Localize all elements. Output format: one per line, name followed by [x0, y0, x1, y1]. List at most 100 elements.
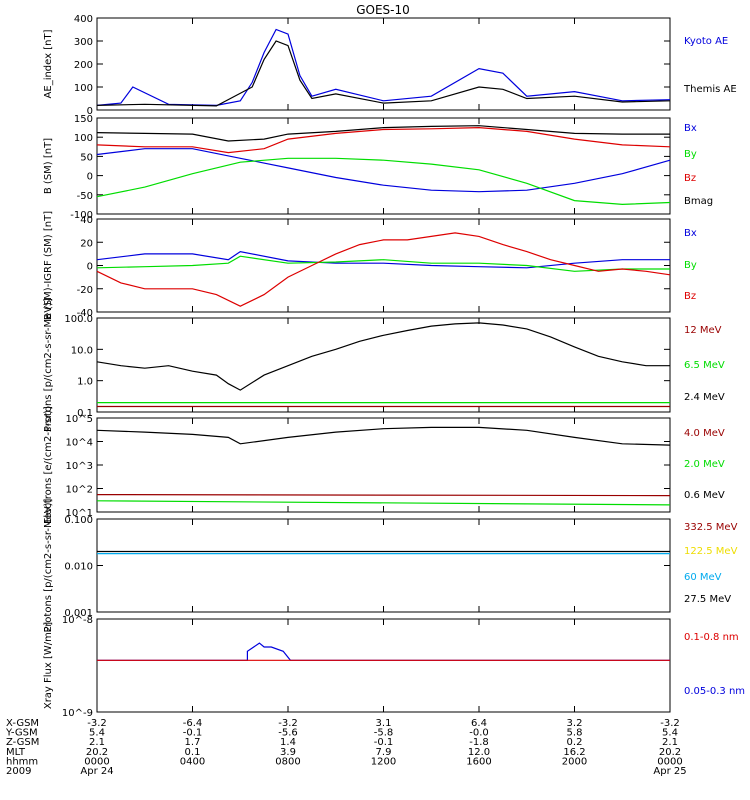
legend-2-4-mev: 2.4 MeV — [684, 392, 725, 403]
axis-row-label: MLT — [6, 747, 26, 758]
y-axis-label: AE_index [nT] — [43, 29, 54, 98]
axis-row-value: -0.1 — [183, 728, 203, 739]
axis-row-label: hhmm — [6, 756, 38, 767]
axis-row-value: Apr 24 — [80, 766, 113, 777]
y-tick-label: -20 — [77, 285, 93, 296]
y-tick-label: 10.0 — [71, 345, 93, 356]
y-tick-label: 10^5 — [66, 414, 93, 425]
legend-by: By — [684, 149, 697, 160]
series-2-4-mev — [96, 322, 670, 391]
y-tick-label: 150 — [74, 114, 93, 125]
legend-bz: Bz — [684, 173, 696, 184]
y-tick-label: 0 — [87, 106, 93, 117]
panel-frame — [96, 417, 671, 513]
axis-row-value: 20.2 — [86, 747, 108, 758]
y-tick-label: 0 — [87, 262, 93, 273]
axis-row-value: 0000 — [657, 756, 682, 767]
axis-row-value: 0000 — [84, 756, 109, 767]
axis-row-value: 5.8 — [567, 728, 583, 739]
legend-kyoto-ae: Kyoto AE — [684, 36, 728, 47]
y-tick-label: 100.0 — [64, 314, 93, 325]
panel-frame — [96, 618, 671, 713]
legend-by: By — [684, 260, 697, 271]
axis-row-value: 7.9 — [376, 747, 392, 758]
axis-row-value: 1.4 — [280, 737, 296, 748]
y-tick-label: 0.010 — [64, 562, 93, 573]
y-tick-label: 10^-9 — [62, 708, 93, 719]
series-by — [96, 157, 671, 206]
series-2-0-mev — [96, 500, 671, 506]
legend-4-0-mev: 4.0 MeV — [684, 428, 725, 439]
axis-row-value: 2.1 — [89, 737, 105, 748]
axis-row-value: -1.8 — [469, 737, 489, 748]
series-0-05-0-3-nm — [97, 642, 670, 661]
series-themis-ae — [96, 40, 671, 107]
y-axis-label: B (SM) [nT] — [43, 138, 54, 194]
axis-row-value: -0.1 — [374, 737, 394, 748]
axis-row-value: 1200 — [371, 756, 396, 767]
series-kyoto-ae — [96, 28, 671, 107]
axis-row-value: 6.4 — [471, 718, 487, 729]
y-tick-label: 400 — [74, 14, 93, 25]
y-tick-label: -100 — [70, 210, 93, 221]
axis-row-value: 20.2 — [659, 747, 681, 758]
axis-row-value: Apr 25 — [653, 766, 686, 777]
legend-bx: Bx — [684, 123, 697, 134]
legend-bx: Bx — [684, 228, 697, 239]
legend-0-1-0-8-nm: 0.1-0.8 nm — [684, 632, 739, 643]
axis-row-label: Z-GSM — [6, 737, 39, 748]
axis-row-label: Y-GSM — [5, 728, 38, 739]
panel-6: 0.001 0.010 0.100 Protons [p/(cm2-s-sr-MeV)… — [43, 498, 738, 632]
panel-7: 10^-9 10^-8 Xray Flux [W/m2] 0.1-0.8 nm 0.05… — [43, 615, 745, 719]
y-tick-label: 10^2 — [66, 485, 93, 496]
legend-2-0-mev: 2.0 MeV — [684, 459, 725, 470]
series-0-6-mev — [96, 426, 671, 446]
axis-row-value: 3.9 — [280, 747, 296, 758]
panel-frame — [96, 17, 671, 111]
y-tick-label: 200 — [74, 60, 93, 71]
axis-row-value: 5.4 — [89, 728, 105, 739]
y-axis-label: Protons [p/(cm2-s-sr-MeV)] — [43, 298, 54, 432]
axis-row-value: 2000 — [562, 756, 587, 767]
axis-row-value: -5.6 — [278, 728, 298, 739]
axis-row-value: 3.1 — [376, 718, 392, 729]
axis-row-value: 0800 — [275, 756, 300, 767]
axis-row-value: -3.2 — [278, 718, 298, 729]
axis-row-value: 0.2 — [567, 737, 583, 748]
panel-3: -40 -20 0 20 40 B (SM)-IGRF (SM) [nT] Bx By Bz — [43, 211, 697, 320]
panel-frame — [96, 317, 671, 413]
legend-12-mev: 12 MeV — [684, 325, 722, 336]
series-by — [96, 255, 670, 272]
legend-6-5-mev: 6.5 MeV — [684, 360, 725, 371]
y-tick-label: 0.001 — [64, 608, 93, 619]
axis-row-value: 16.2 — [563, 747, 585, 758]
axis-row-value: 3.2 — [567, 718, 583, 729]
panel-5: 10^1 10^2 10^3 10^4 10^5 Electrons [e/(cm2-s-… — [43, 406, 725, 524]
axis-row-label: X-GSM — [6, 718, 39, 729]
series-bz — [96, 232, 671, 307]
y-tick-label: -50 — [77, 191, 93, 202]
y-axis-label: Xray Flux [W/m2] — [43, 622, 54, 709]
series-4-0-mev — [96, 494, 671, 497]
y-tick-label: 10^1 — [66, 508, 93, 519]
axis-row-value: 1.7 — [185, 737, 201, 748]
orbit-axis-table: X-GSM -3.2 -6.4 -3.2 3.1 6.4 3.2 -3.2 Y-GSM 5.4 -0… — [5, 718, 687, 777]
y-tick-label: -40 — [77, 308, 93, 319]
y-tick-label: 300 — [74, 37, 93, 48]
y-tick-label: 0 — [87, 172, 93, 183]
panel-1: 0 100 200 300 400 AE_index [nT] Kyoto AE Themis… — [43, 14, 737, 117]
y-tick-label: 100 — [74, 83, 93, 94]
axis-row-value: 1600 — [466, 756, 491, 767]
axis-row-value: -3.2 — [87, 718, 107, 729]
axis-row-value: -0.0 — [469, 728, 489, 739]
y-tick-label: 10^3 — [66, 461, 93, 472]
axis-row-value: -5.8 — [374, 728, 394, 739]
y-axis-label: Electrons [e/(cm2-s-sr)] — [43, 406, 54, 524]
axis-row-value: -3.2 — [660, 718, 680, 729]
y-axis-label: Protons [p/(cm2-s-sr-MeV)] — [43, 498, 54, 632]
legend-0-6-mev: 0.6 MeV — [684, 490, 725, 501]
y-tick-label: 50 — [80, 152, 93, 163]
y-tick-label: 10^-8 — [62, 615, 93, 626]
